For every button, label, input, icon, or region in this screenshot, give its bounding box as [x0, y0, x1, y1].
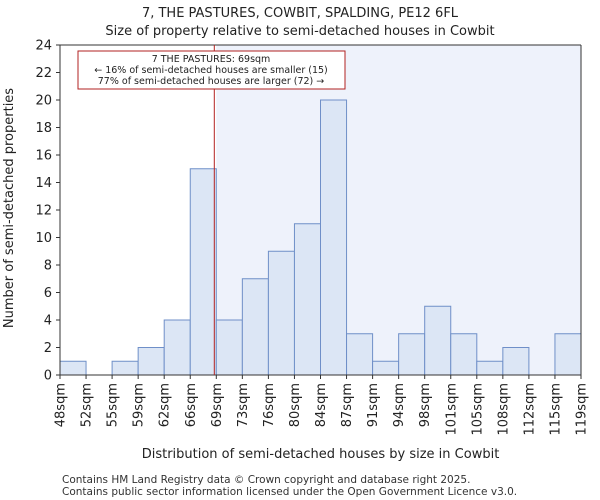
histogram-bar — [137, 347, 165, 376]
x-tick-label: 94sqm — [392, 383, 407, 427]
y-tick-label: 10 — [35, 231, 52, 246]
y-axis-label: Number of semi-detached properties — [2, 88, 17, 328]
histogram-bar — [372, 360, 400, 376]
y-tick-label: 2 — [44, 341, 52, 356]
y-tick-label: 24 — [35, 39, 52, 54]
y-tick-label: 0 — [44, 369, 52, 384]
histogram-bar — [163, 319, 191, 376]
histogram-bar — [346, 333, 374, 376]
y-tick-label: 6 — [44, 286, 52, 301]
annotation-line-1: 7 THE PASTURES: 69sqm — [152, 54, 271, 65]
x-tick-label: 105sqm — [470, 383, 485, 436]
x-tick-label: 59sqm — [132, 383, 147, 427]
histogram-bar — [450, 333, 478, 376]
x-tick-label: 84sqm — [314, 383, 329, 427]
x-axis-label: Distribution of semi-detached houses by … — [142, 447, 500, 462]
x-tick-label: 52sqm — [80, 383, 95, 427]
x-tick-label: 73sqm — [236, 383, 251, 427]
x-tick-label: 98sqm — [418, 383, 433, 427]
histogram-bar — [320, 99, 348, 376]
annotation-box — [77, 50, 346, 90]
annotation-line-3: 77% of semi-detached houses are larger (… — [98, 76, 325, 87]
x-tick-label: 101sqm — [444, 383, 459, 436]
x-tick-label: 76sqm — [262, 383, 277, 427]
histogram-bar — [398, 333, 426, 376]
histogram-bar — [215, 319, 243, 376]
footer-line-1: Contains HM Land Registry data © Crown c… — [62, 474, 471, 486]
x-tick-label: 115sqm — [548, 383, 563, 436]
histogram-bar — [502, 347, 530, 376]
histogram-bar — [59, 360, 87, 376]
x-tick-label: 80sqm — [288, 383, 303, 427]
y-tick-label: 12 — [35, 204, 52, 219]
y-tick-label: 14 — [35, 176, 52, 191]
histogram-bar — [476, 360, 504, 376]
histogram-bar — [424, 305, 452, 376]
histogram-bar — [189, 168, 217, 376]
x-tick-label: 108sqm — [496, 383, 511, 436]
chart-title: 7, THE PASTURES, COWBIT, SPALDING, PE12 … — [141, 6, 459, 21]
x-tick-label: 69sqm — [210, 383, 225, 427]
x-tick-label: 48sqm — [54, 383, 69, 427]
footer-line-2: Contains public sector information licen… — [62, 486, 518, 498]
chart-subtitle: Size of property relative to semi-detach… — [105, 24, 495, 39]
histogram-bar — [241, 278, 269, 376]
x-tick-label: 91sqm — [366, 383, 381, 427]
histogram-bar — [111, 360, 139, 376]
x-tick-label: 112sqm — [522, 383, 537, 436]
y-tick-label: 16 — [35, 149, 52, 164]
histogram-bar — [293, 223, 322, 376]
y-tick-label: 22 — [35, 66, 52, 81]
histogram-bar — [554, 333, 582, 376]
y-tick-label: 20 — [35, 94, 52, 109]
histogram-bar — [267, 250, 295, 376]
y-tick-label: 4 — [44, 314, 52, 329]
x-tick-label: 87sqm — [340, 383, 355, 427]
annotation-line-2: ← 16% of semi-detached houses are smalle… — [94, 65, 328, 76]
y-tick-label: 8 — [44, 259, 52, 274]
x-tick-label: 66sqm — [184, 383, 199, 427]
x-tick-label: 62sqm — [158, 383, 173, 427]
x-tick-label: 55sqm — [106, 383, 121, 427]
y-tick-label: 18 — [35, 121, 52, 136]
x-tick-label: 119sqm — [575, 383, 590, 436]
